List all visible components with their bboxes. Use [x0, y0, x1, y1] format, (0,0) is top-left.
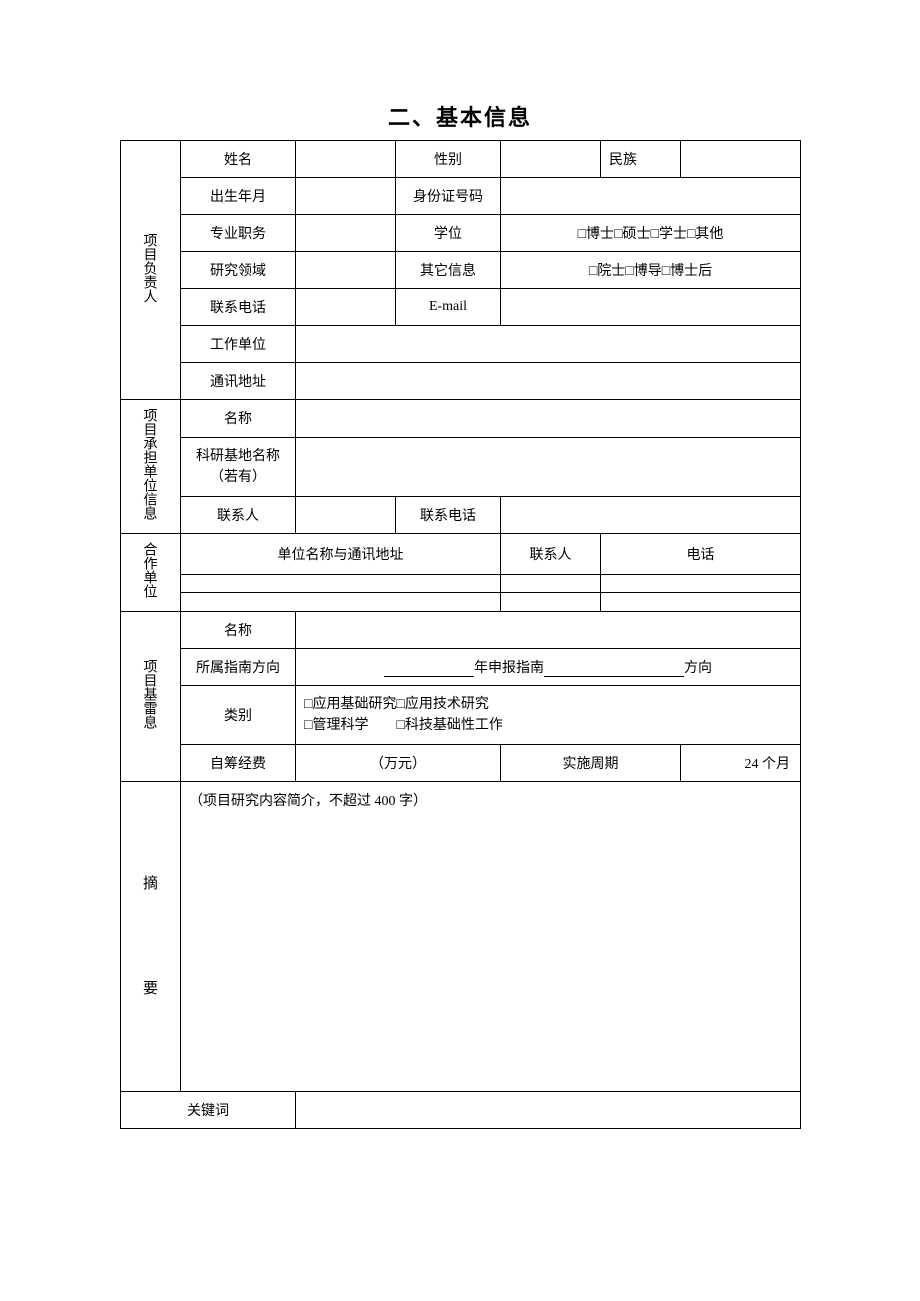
gender-value[interactable] — [501, 141, 601, 178]
leader-row-dob: 出生年月 身份证号码 — [121, 178, 801, 215]
other-options[interactable]: □院士□博导□博士后 — [501, 252, 801, 289]
id-value[interactable] — [501, 178, 801, 215]
partner-r1-contact[interactable] — [501, 574, 601, 593]
ethnic-value[interactable] — [681, 141, 801, 178]
partner-r2-phone[interactable] — [601, 593, 801, 612]
abstract-row: 摘 要 （项目研究内容简介，不超过 400 字） — [121, 782, 801, 1092]
leader-section-label: 项目负责人 — [121, 141, 181, 400]
address-value[interactable] — [296, 363, 801, 400]
cat-label: 类别 — [181, 686, 296, 745]
page-title: 二、基本信息 — [120, 100, 800, 132]
partner-r2-name[interactable] — [181, 593, 501, 612]
partner-r1-phone[interactable] — [601, 574, 801, 593]
dob-value[interactable] — [296, 178, 396, 215]
dob-label: 出生年月 — [181, 178, 296, 215]
keywords-row: 关键词 — [121, 1092, 801, 1129]
phone-label: 联系电话 — [181, 289, 296, 326]
workunit-label: 工作单位 — [181, 326, 296, 363]
unit-contact-phone-label: 联系电话 — [396, 496, 501, 534]
abstract-section-label: 摘 要 — [121, 782, 181, 1092]
fund-label: 自筹经费 — [181, 745, 296, 782]
leader-row-field: 研究领域 其它信息 □院士□博导□博士后 — [121, 252, 801, 289]
basic-name-value[interactable] — [296, 612, 801, 649]
basic-section-label: 项目基雷息 — [121, 612, 181, 782]
guide-label: 所属指南方向 — [181, 649, 296, 686]
unit-contact-label: 联系人 — [181, 496, 296, 534]
keywords-value[interactable] — [296, 1092, 801, 1129]
fund-value[interactable]: （万元） — [296, 745, 501, 782]
basic-row-cat: 类别 □应用基础研究□应用技术研究 □管理科学 □科技基础性工作 — [121, 686, 801, 745]
unit-section-label: 项目承担单位信息 — [121, 400, 181, 534]
partner-col3: 电话 — [601, 534, 801, 575]
degree-label: 学位 — [396, 215, 501, 252]
basic-row-name: 项目基雷息 名称 — [121, 612, 801, 649]
basic-row-guide: 所属指南方向 年申报指南方向 — [121, 649, 801, 686]
cat-options[interactable]: □应用基础研究□应用技术研究 □管理科学 □科技基础性工作 — [296, 686, 801, 745]
name-value[interactable] — [296, 141, 396, 178]
form-table: 项目负责人 姓名 性别 民族 出生年月 身份证号码 专业职务 学位 □博士□硕士… — [120, 140, 801, 1129]
protitle-label: 专业职务 — [181, 215, 296, 252]
unit-contact-value[interactable] — [296, 496, 396, 534]
name-label: 姓名 — [181, 141, 296, 178]
leader-row-phone: 联系电话 E-mail — [121, 289, 801, 326]
workunit-value[interactable] — [296, 326, 801, 363]
partner-col2: 联系人 — [501, 534, 601, 575]
leader-row-workunit: 工作单位 — [121, 326, 801, 363]
unit-row-base: 科研基地名称 （若有） — [121, 437, 801, 496]
field-value[interactable] — [296, 252, 396, 289]
email-value[interactable] — [501, 289, 801, 326]
guide-value[interactable]: 年申报指南方向 — [296, 649, 801, 686]
gender-label: 性别 — [396, 141, 501, 178]
unit-base-value[interactable] — [296, 437, 801, 496]
unit-contact-phone-value[interactable] — [501, 496, 801, 534]
partner-header-row: 合作单位 单位名称与通讯地址 联系人 电话 — [121, 534, 801, 575]
partner-data-row-2 — [121, 593, 801, 612]
phone-value[interactable] — [296, 289, 396, 326]
unit-name-value[interactable] — [296, 400, 801, 438]
degree-options[interactable]: □博士□硕士□学士□其他 — [501, 215, 801, 252]
partner-section-label: 合作单位 — [121, 534, 181, 612]
basic-row-fund: 自筹经费 （万元） 实施周期 24 个月 — [121, 745, 801, 782]
period-label: 实施周期 — [501, 745, 681, 782]
field-label: 研究领域 — [181, 252, 296, 289]
partner-data-row-1 — [121, 574, 801, 593]
partner-r1-name[interactable] — [181, 574, 501, 593]
keywords-label: 关键词 — [121, 1092, 296, 1129]
unit-row-contact: 联系人 联系电话 — [121, 496, 801, 534]
address-label: 通讯地址 — [181, 363, 296, 400]
basic-name-label: 名称 — [181, 612, 296, 649]
leader-row-protitle: 专业职务 学位 □博士□硕士□学士□其他 — [121, 215, 801, 252]
unit-row-name: 项目承担单位信息 名称 — [121, 400, 801, 438]
leader-row-name: 项目负责人 姓名 性别 民族 — [121, 141, 801, 178]
id-label: 身份证号码 — [396, 178, 501, 215]
unit-name-label: 名称 — [181, 400, 296, 438]
period-value[interactable]: 24 个月 — [681, 745, 801, 782]
other-label: 其它信息 — [396, 252, 501, 289]
leader-row-address: 通讯地址 — [121, 363, 801, 400]
ethnic-label: 民族 — [601, 141, 681, 178]
email-label: E-mail — [396, 289, 501, 326]
document-page: 二、基本信息 项目负责人 姓名 性别 民族 出生年月 身份证号码 — [0, 0, 920, 1301]
unit-base-label: 科研基地名称 （若有） — [181, 437, 296, 496]
abstract-content[interactable]: （项目研究内容简介，不超过 400 字） — [181, 782, 801, 1092]
partner-col1: 单位名称与通讯地址 — [181, 534, 501, 575]
protitle-value[interactable] — [296, 215, 396, 252]
partner-r2-contact[interactable] — [501, 593, 601, 612]
